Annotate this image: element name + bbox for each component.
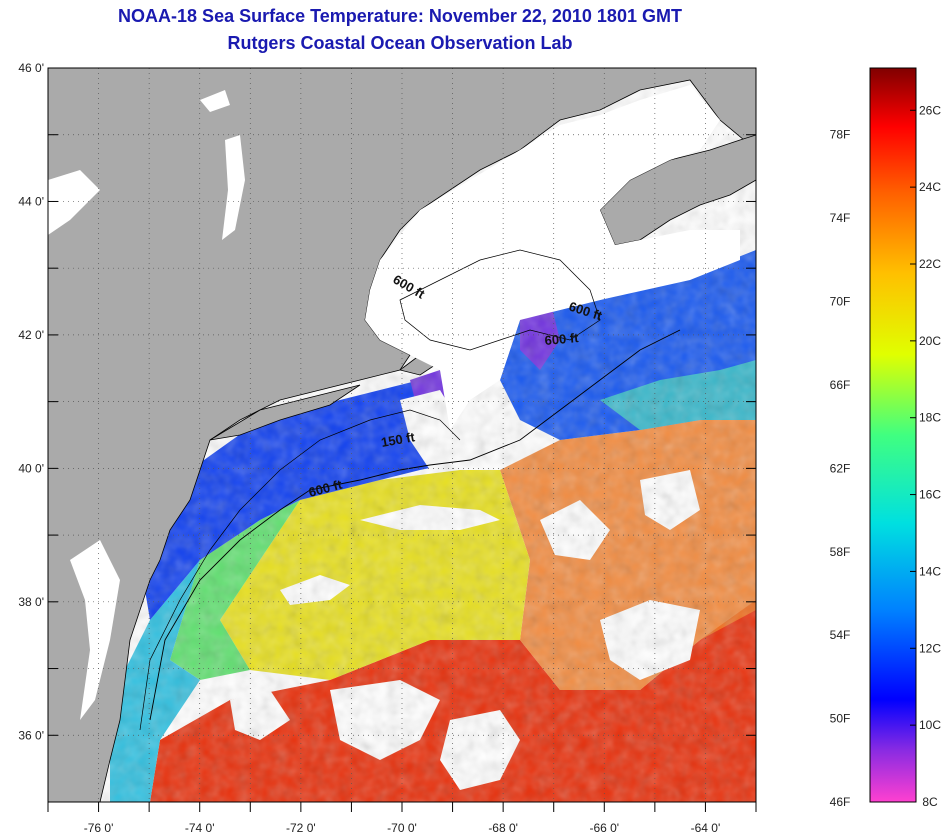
longitude-axis: -76 0' -74 0' -72 0' -70 0' -68 0' -66 0' -64 … xyxy=(47,802,757,835)
colorbar-f-label: 66F xyxy=(830,378,851,392)
colorbar-f-label: 74F xyxy=(830,211,851,225)
bay xyxy=(70,540,120,720)
colorbar-c-label: 10C xyxy=(919,718,941,732)
colorbar-c-label: 14C xyxy=(919,564,941,578)
lon-tick-label: -68 0' xyxy=(488,821,518,835)
colorbar-c-label: 20C xyxy=(919,334,941,348)
lake xyxy=(200,90,230,112)
colorbar-c-label: 16C xyxy=(919,488,941,502)
colorbar-f-label: 50F xyxy=(830,712,851,726)
lat-tick-label: 42 0' xyxy=(18,328,44,342)
lake xyxy=(222,135,245,240)
lon-tick-label: -76 0' xyxy=(84,821,114,835)
lat-tick-label: 46 0' xyxy=(18,61,44,75)
lon-tick-label: -66 0' xyxy=(589,821,619,835)
depth-contour-gom xyxy=(399,249,601,351)
lat-tick-label: 36 0' xyxy=(18,728,44,742)
colorbar-c-label: 22C xyxy=(919,257,941,271)
latitude-axis: 36 0' 38 0' 40 0' 42 0' 44 0' 46 0' xyxy=(18,61,756,803)
map-subtitle: Rutgers Coastal Ocean Observation Lab xyxy=(227,33,573,53)
colorbar-f-label: 54F xyxy=(830,628,851,642)
lat-tick-label: 38 0' xyxy=(18,595,44,609)
depth-contour-600ft xyxy=(149,329,681,721)
lon-tick-label: -64 0' xyxy=(691,821,721,835)
colorbar-c-label: 18C xyxy=(919,411,941,425)
colorbar-c-label: 12C xyxy=(919,641,941,655)
colorbar-f-label: 58F xyxy=(830,545,851,559)
gulf-of-maine-cloud xyxy=(365,85,740,430)
colorbar-f-label: 62F xyxy=(830,461,851,475)
colorbar-f-label: 70F xyxy=(830,295,851,309)
contour-label: 150 ft xyxy=(380,429,417,450)
map-title: NOAA-18 Sea Surface Temperature: Novembe… xyxy=(118,6,682,26)
lake xyxy=(48,170,100,235)
land-long-island xyxy=(209,384,361,441)
contour-label: 600 ft xyxy=(544,330,580,348)
colorbar-celsius-scale: 8C 10C 12C 14C 16C 18C 20C 22C 24C 26C xyxy=(910,103,941,809)
colorbar-c-label: 24C xyxy=(919,180,941,194)
lat-tick-label: 44 0' xyxy=(18,194,44,208)
colorbar-f-label: 78F xyxy=(830,128,851,142)
colorbar-fahrenheit-scale: 46F 50F 54F 58F 62F 66F 70F 74F 78F xyxy=(830,128,851,809)
lat-tick-label: 40 0' xyxy=(18,461,44,475)
colorbar-c-label: 8C xyxy=(922,795,938,809)
lon-tick-label: -70 0' xyxy=(387,821,417,835)
colorbar-c-label: 26C xyxy=(919,103,941,117)
lon-tick-label: -72 0' xyxy=(286,821,316,835)
lon-tick-label: -74 0' xyxy=(185,821,215,835)
depth-contour-150ft xyxy=(139,409,461,731)
colorbar xyxy=(869,67,917,803)
map-area xyxy=(48,68,756,802)
colorbar-f-label: 46F xyxy=(830,795,851,809)
